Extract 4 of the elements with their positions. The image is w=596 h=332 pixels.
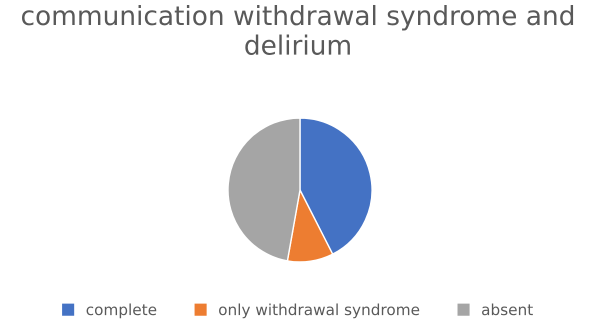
legend-label: complete <box>86 303 156 318</box>
legend-label: absent <box>482 303 533 316</box>
chart-title: communication withdrawal syndrome and delirium <box>22 4 574 55</box>
legend-label: only withdrawal syndrome <box>219 303 420 318</box>
